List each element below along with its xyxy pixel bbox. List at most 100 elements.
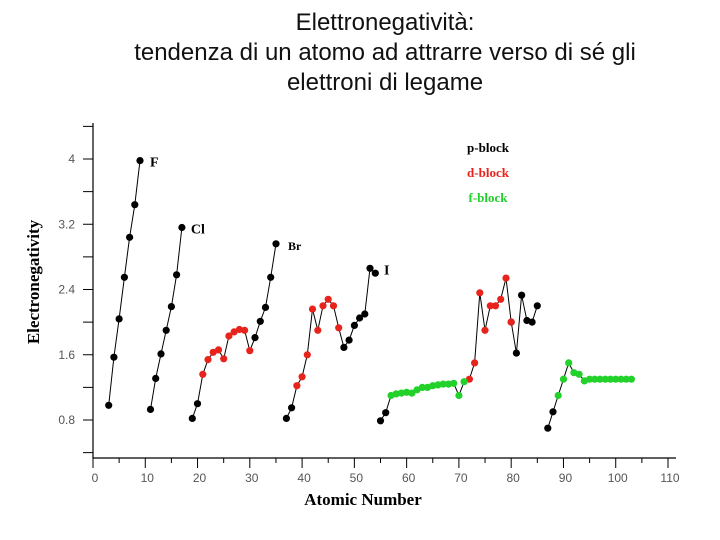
d-block-point: [204, 356, 212, 364]
electronegativity-chart: 0.81.62.43.240 10 20 30 40 50 60 70 80 90 100 110 F…: [24, 123, 680, 509]
slide-title: Elettronegatività: tendenza di un atomo …: [0, 8, 720, 98]
p-block-point: [178, 223, 186, 232]
p-block-point: [251, 334, 259, 342]
f-block-point: [439, 380, 447, 388]
slide-title-line-1: Elettronegatività:: [295, 9, 475, 36]
x-tick-label: 50: [350, 471, 364, 485]
chart-axes: 0.81.62.43.240 10 20 30 40 50 60 70 80 90 100 110: [58, 123, 680, 485]
p-block-point: [356, 314, 364, 322]
x-tick-label: 110: [660, 471, 679, 485]
p-block-point: [340, 343, 348, 351]
p-block-point: [261, 303, 270, 311]
y-axis-label: Electronegativity: [24, 219, 43, 344]
x-tick-label: 10: [141, 471, 155, 485]
d-block-point: [214, 346, 223, 354]
y-tick-label: 0.8: [58, 413, 75, 427]
d-block-point: [324, 295, 332, 303]
f-block-point: [627, 375, 636, 383]
d-block-point: [502, 274, 510, 282]
p-block-point: [115, 315, 123, 323]
p-block-point: [518, 291, 526, 299]
d-block-point: [476, 289, 484, 297]
legend-p-block: p-block: [467, 140, 510, 155]
p-block-point: [366, 264, 374, 272]
f-block-point: [554, 391, 562, 400]
p-block-point: [350, 321, 358, 329]
f-block-point: [559, 375, 568, 383]
p-block-point: [173, 271, 181, 279]
f-block-point: [617, 375, 625, 383]
p-block-point: [288, 404, 296, 412]
d-block-point: [486, 302, 494, 310]
f-block-point: [450, 379, 458, 387]
y-tick-label: 2.4: [58, 283, 75, 297]
d-block-point: [225, 332, 233, 340]
x-tick-label: 60: [402, 471, 416, 485]
p-block-point: [167, 303, 175, 311]
f-block-point: [612, 375, 620, 383]
p-block-point: [157, 350, 165, 358]
p-block-point: [533, 302, 541, 310]
d-block-point: [335, 324, 343, 332]
p-block-point: [512, 349, 521, 357]
p-block-point: [146, 405, 155, 413]
d-block-point: [246, 347, 254, 355]
p-block-point: [120, 273, 128, 281]
x-tick-label: 90: [559, 471, 573, 485]
f-block-point: [455, 391, 463, 400]
d-block-point: [319, 302, 327, 310]
x-tick-label: 0: [92, 471, 99, 485]
y-tick-label: 1.6: [58, 348, 75, 362]
p-block-point: [105, 401, 113, 409]
x-tick-label: 30: [245, 471, 259, 485]
f-block-point: [591, 375, 599, 383]
d-block-point: [497, 295, 505, 303]
slide-title-line-2: tendenza di un atomo ad attrarre verso d…: [134, 39, 636, 66]
f-block-point: [586, 375, 594, 383]
d-block-point: [471, 359, 479, 367]
y-tick-label: 3.2: [58, 217, 75, 231]
f-block-point: [575, 370, 583, 378]
p-block-point: [152, 374, 160, 382]
chart-annotations: F Cl Br I: [150, 156, 389, 279]
x-tick-label: 100: [608, 471, 628, 485]
p-block-point: [272, 240, 280, 248]
d-block-point: [507, 318, 515, 326]
p-block-point: [382, 409, 390, 417]
element-label: I: [384, 263, 389, 278]
d-block-point: [491, 302, 500, 310]
connector-line: [150, 227, 183, 410]
f-block-point: [408, 389, 416, 397]
p-block-point: [193, 400, 202, 408]
f-block-point: [601, 375, 609, 383]
chart-points: [105, 157, 636, 432]
f-block-point: [596, 375, 604, 383]
d-block-point: [481, 326, 489, 334]
p-block-point: [126, 233, 134, 241]
legend-f-block: f-block: [469, 190, 509, 205]
x-tick-label: 80: [507, 471, 521, 485]
x-tick-label: 40: [297, 471, 311, 485]
d-block-point: [199, 370, 207, 378]
p-block-point: [549, 408, 557, 416]
f-block-point: [606, 375, 615, 383]
x-tick-label: 70: [454, 471, 468, 485]
p-block-point: [188, 414, 196, 422]
connector-line: [285, 267, 376, 419]
element-label: Br: [288, 239, 302, 253]
d-block-point: [303, 351, 311, 359]
chart-connector-lines: [108, 160, 632, 429]
d-block-point: [308, 305, 317, 313]
f-block-point: [418, 383, 426, 391]
connector-line: [380, 277, 538, 422]
slide-title-line-3: elettroni di legame: [286, 69, 484, 96]
connector-line: [108, 160, 141, 406]
p-block-point: [528, 318, 536, 326]
p-block-point: [544, 424, 552, 432]
f-block-point: [460, 378, 468, 386]
p-block-point: [162, 326, 170, 334]
p-block-point: [267, 273, 275, 281]
chart-legend: p-block d-block f-block: [467, 140, 510, 205]
p-block-point: [371, 269, 379, 277]
d-block-point: [329, 302, 338, 310]
